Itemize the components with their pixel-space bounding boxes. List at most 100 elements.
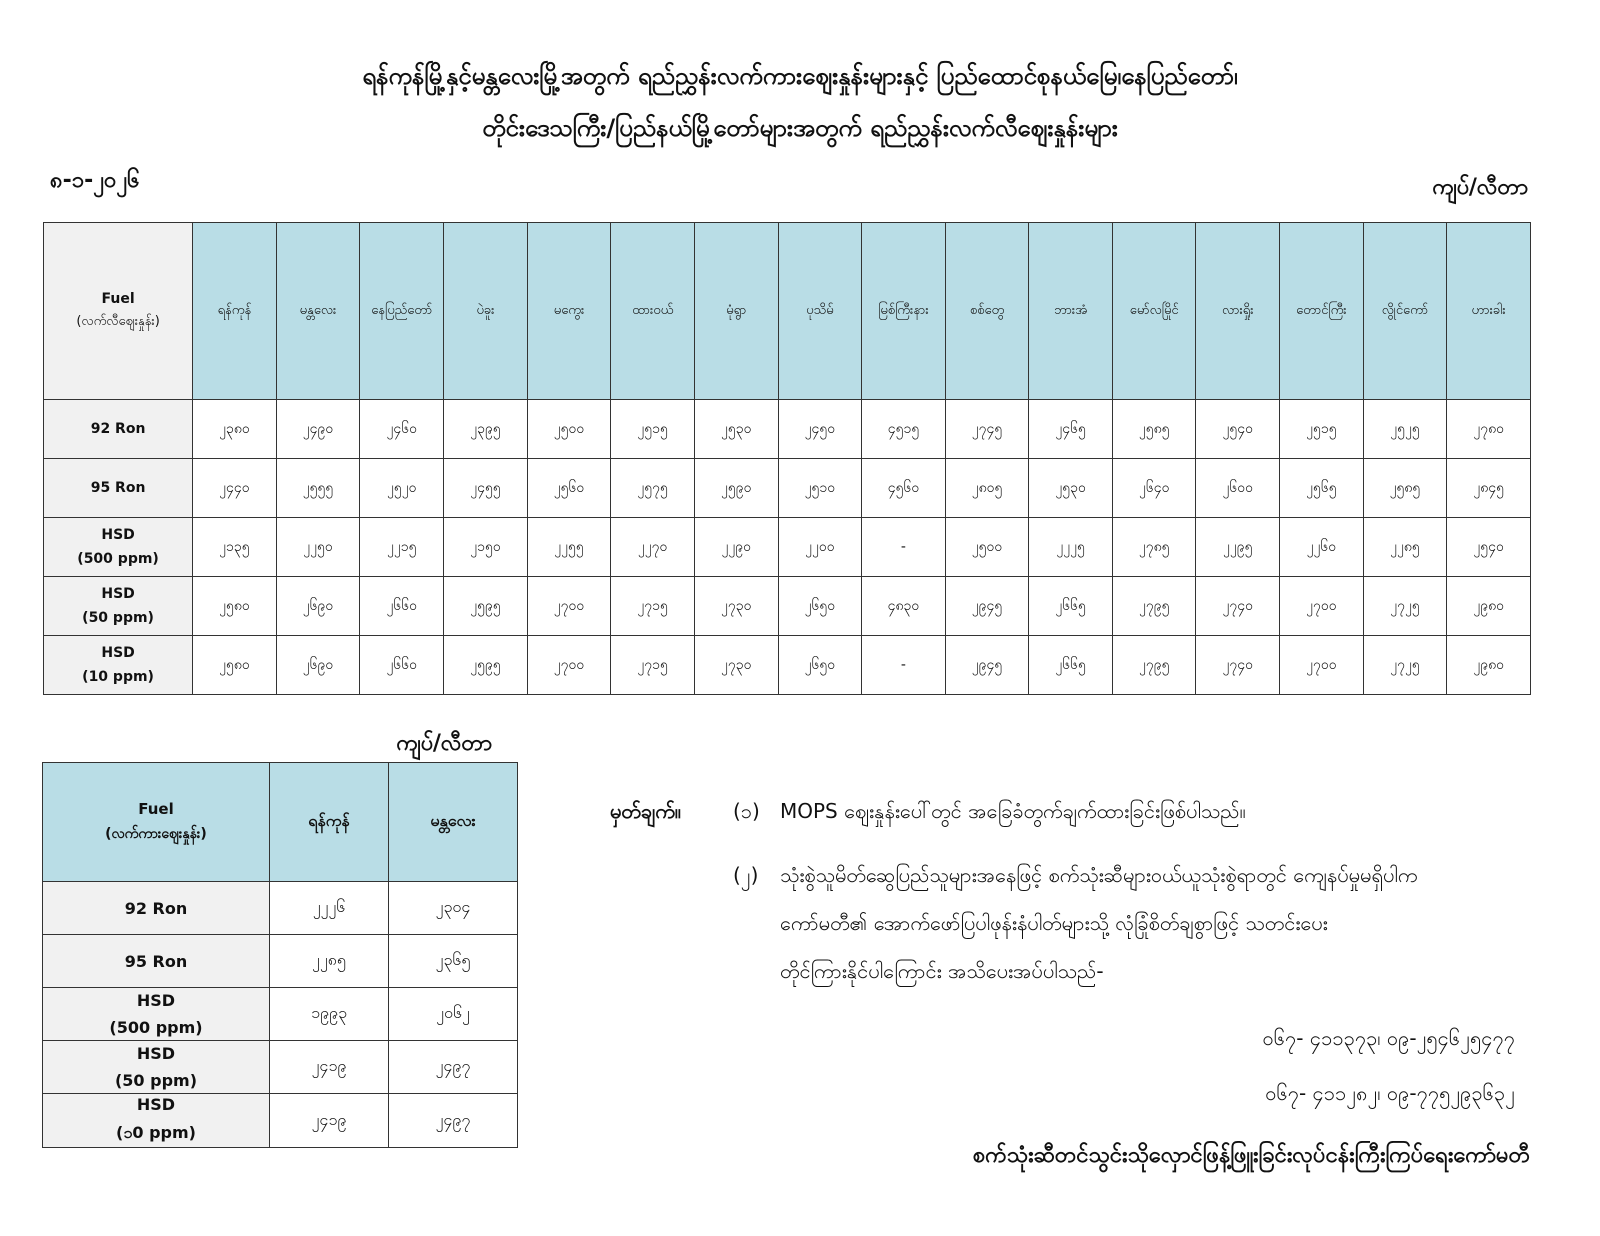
price-cell: ၂၂၈၅ — [269, 934, 389, 988]
fuel-type-cell: HSD (50 ppm) — [42, 1040, 270, 1094]
city-header: ထားဝယ် — [610, 222, 695, 400]
fuel-spec: (10 ppm) — [82, 669, 154, 685]
city-header: ပဲခူး — [443, 222, 528, 400]
price-cell: ၂၀၆၂ — [387, 987, 519, 1041]
price-cell: ၁၉၉၃ — [269, 987, 389, 1041]
fuel-type: HSD — [136, 991, 176, 1010]
price-cell: ၂၇၀၀ — [526, 635, 612, 695]
price-cell: ၂၅၂၀ — [359, 458, 445, 518]
price-cell: ၂၅၀၀ — [526, 399, 612, 459]
price-cell: ၂၅၀၀ — [944, 517, 1030, 577]
price-cell: ၂၇၁၅ — [610, 635, 695, 695]
city-header: ရန်ကုန် — [269, 762, 389, 882]
retail-price-table: Fuel (လက်လီဈေးနှုန်း) ရန်ကုန် မန္တလေး နေပြ… — [42, 222, 1531, 695]
fuel-type: 92 Ron — [124, 898, 188, 918]
price-cell: ၂၃၀၄ — [387, 881, 519, 935]
price-cell: ၂၂၅၅ — [526, 517, 612, 577]
price-cell: ၂၂၂၆ — [269, 881, 389, 935]
price-cell: ၂၇၁၅ — [610, 576, 695, 636]
fuel-type-cell: HSD (500 ppm) — [42, 517, 194, 577]
price-cell: ၂၅၉၅ — [443, 576, 528, 636]
price-cell: ၂၄၆၀ — [359, 399, 445, 459]
fuel-type-cell: HSD (500 ppm) — [42, 987, 270, 1041]
price-cell: ၂၄၉၇ — [387, 1040, 519, 1094]
price-cell: ၄၅၆၀ — [861, 458, 946, 518]
price-cell: ၂၇၈၀ — [1446, 399, 1531, 459]
price-cell: ၂၁၃၅ — [192, 517, 277, 577]
city-header: မန္တလေး — [387, 762, 519, 882]
city-header: နေပြည်တော် — [359, 222, 445, 400]
fuel-type: HSD — [101, 645, 135, 661]
fuel-header-sub: (လက်လီဈေးနှုန်း) — [76, 313, 160, 329]
table-row: 92 Ron ၂၂၂၆ ၂၃၀၄ — [42, 881, 519, 935]
city-header: ဘားအံ — [1028, 222, 1113, 400]
price-cell: ၂၂၂၅ — [1028, 517, 1113, 577]
price-cell: ၂၄၁၉ — [269, 1040, 389, 1094]
price-cell: ၂၆၉၀ — [275, 576, 361, 636]
fuel-type: HSD — [136, 1095, 176, 1114]
phone-line-2: ၀၆၇- ၄၁၁၂၈၂၊ ၀၉-၇၇၅၂၉၃၆၃၂ — [1265, 1081, 1515, 1105]
price-cell: ၂၇၂၅ — [1362, 635, 1448, 695]
fuel-header-label: Fuel — [138, 799, 174, 818]
price-cell: ၂၆၅၀ — [777, 576, 863, 636]
price-cell: ၂၆၆၀ — [359, 576, 445, 636]
fuel-type: HSD — [101, 527, 135, 543]
price-cell: ၂၄၉၀ — [275, 399, 361, 459]
fuel-type: 95 Ron — [90, 480, 146, 496]
price-cell: ၂၅၁၀ — [777, 458, 863, 518]
price-cell: ၂၂၇၀ — [610, 517, 695, 577]
city-header: ရန်ကုန် — [192, 222, 277, 400]
price-cell: ၂၉၄၅ — [944, 576, 1030, 636]
city-header: လားရှိုး — [1195, 222, 1281, 400]
price-cell: ၂၅၅၅ — [275, 458, 361, 518]
price-cell: ၂၇၀၀ — [1279, 635, 1364, 695]
city-header: တောင်ကြီး — [1279, 222, 1364, 400]
price-cell: - — [861, 517, 946, 577]
price-cell: ၂၅၂၅ — [1362, 399, 1448, 459]
wholesale-price-table: Fuel (လက်ကားဈေးနှုန်း) ရန်ကုန် မန္တလေး 92… — [42, 762, 519, 1148]
fuel-type: HSD — [101, 586, 135, 602]
table-row: HSD (၁0 ppm) ၂၄၁၉ ၂၄၉၇ — [42, 1093, 519, 1148]
fuel-header: Fuel (လက်လီဈေးနှုန်း) — [42, 222, 194, 400]
price-cell: ၂၄၆၅ — [1028, 399, 1113, 459]
fuel-spec: (500 ppm) — [77, 551, 159, 567]
fuel-type-cell: 95 Ron — [42, 934, 270, 988]
price-cell: ၂၄၄၀ — [192, 458, 277, 518]
price-cell: ၂၆၉၀ — [275, 635, 361, 695]
table-row: 95 Ron ၂၄၄၀ ၂၅၅၅ ၂၅၂၀ ၂၄၅၅ ၂၅၆၀ ၂၅၇၅ ၂၅၉၀ ၂၅၁၀ ၄၅… — [42, 458, 1531, 518]
price-cell: ၂၇၀၀ — [526, 576, 612, 636]
fuel-spec: (50 ppm) — [114, 1071, 198, 1090]
price-cell: ၂၄၁၉ — [269, 1093, 389, 1148]
price-cell: ၂၃၉၅ — [443, 399, 528, 459]
table-row: HSD (10 ppm) ၂၅၈၀ ၂၆၉၀ ၂၆၆၀ ၂၅၉၅ ၂၇၀၀ ၂၇၁၅ ၂၇၃၀၂… — [42, 635, 1531, 695]
fuel-type-cell: HSD (10 ppm) — [42, 635, 194, 695]
note-1-number: (၁) — [733, 799, 760, 823]
price-cell: ၂၂၉၀ — [694, 517, 779, 577]
price-cell: ၂၅၉၅ — [443, 635, 528, 695]
fuel-type: 92 Ron — [90, 421, 146, 437]
price-cell: ၂၃၈၀ — [192, 399, 277, 459]
fuel-type-cell: 92 Ron — [42, 399, 194, 459]
price-cell: ၂၂၁၅ — [359, 517, 445, 577]
fuel-type: 95 Ron — [124, 951, 188, 971]
price-cell: ၂၅၈၅ — [1362, 458, 1448, 518]
title-line-1: ရန်ကုန်မြို့နှင့်မန္တလေးမြို့အတွက် ရည်ညွ… — [362, 62, 1238, 90]
price-cell: ၂၅၈၀ — [192, 576, 277, 636]
price-cell: ၂၅၆၅ — [1279, 458, 1364, 518]
price-cell: ၂၂၈၅ — [1362, 517, 1448, 577]
fuel-header: Fuel (လက်ကားဈေးနှုန်း) — [42, 762, 270, 882]
table-row: HSD (50 ppm) ၂၅၈၀ ၂၆၉၀ ၂၆၆၀ ၂၅၉၅ ၂၇၀၀ ၂၇၁၅ ၂၇၃၀၂… — [42, 576, 1531, 636]
fuel-header-sub: (လက်ကားဈေးနှုန်း) — [105, 825, 207, 842]
price-cell: ၂၅၁၅ — [1279, 399, 1364, 459]
price-cell: ၂၇၃၀ — [694, 576, 779, 636]
table-row: HSD (500 ppm) ၁၉၉၃ ၂၀၆၂ — [42, 987, 519, 1041]
city-header: မန္တလေး — [275, 222, 361, 400]
price-cell: ၂၆၆၅ — [1028, 635, 1113, 695]
price-cell: ၂၇၉၅ — [1111, 635, 1197, 695]
price-cell: ၂၅၃၀ — [694, 399, 779, 459]
price-cell: ၄၅၁၅ — [861, 399, 946, 459]
price-cell: ၂၁၅၀ — [443, 517, 528, 577]
price-cell: ၂၅၃၀ — [1028, 458, 1113, 518]
table-row: 92 Ron ၂၃၈၀ ၂၄၉၀ ၂၄၆၀ ၂၃၉၅ ၂၅၀၀ ၂၅၁၅ ၂၅၃၀ ၂၄၅၀ ၄၅… — [42, 399, 1531, 459]
price-cell: ၂၂၉၅ — [1195, 517, 1281, 577]
